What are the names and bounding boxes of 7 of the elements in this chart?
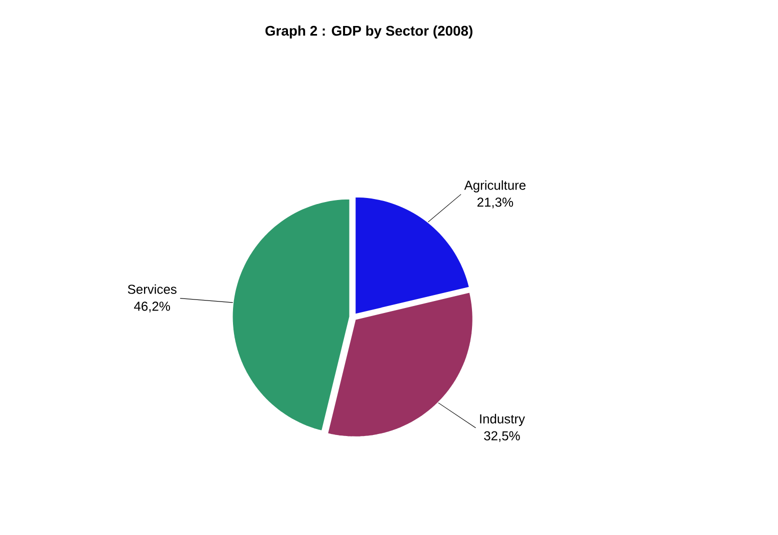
slice-label: Agriculture [464,180,526,192]
data-label: 46,2% [134,302,170,312]
data-label: 21,3% [477,198,514,208]
slice-label: Industry [480,414,525,426]
chart-title: Graph 2 : GDP by Sector (2008) [265,25,472,38]
slice-label: Services [128,284,176,294]
data-label: 32,5% [484,431,520,442]
